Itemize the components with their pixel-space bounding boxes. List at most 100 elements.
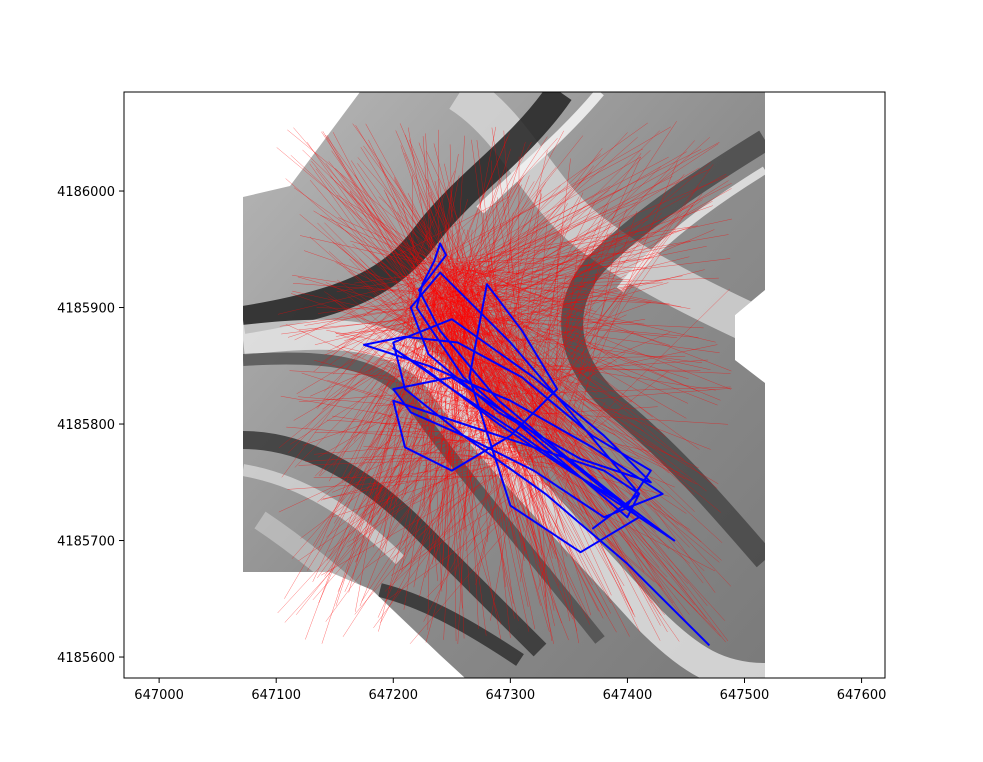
ray-line [444,167,700,317]
ray-line [330,268,465,365]
ray-line [363,236,437,309]
ray-line [491,127,538,432]
ray-line [469,175,525,266]
ray-line [385,469,569,602]
ray-line [457,201,638,271]
ray-line [433,143,487,347]
ray-line [325,163,470,358]
ray-line [537,457,574,590]
x-tick-label: 647000 [134,688,184,703]
ray-line [449,167,557,296]
ray-line [426,458,563,598]
ray-line [438,135,584,317]
ray-line [479,291,700,450]
ray-line [474,136,638,281]
ray-line [420,240,459,300]
y-tick-label: 4186000 [57,185,115,200]
ray-line [502,364,662,509]
ray-line [454,281,716,343]
ray-line [474,308,483,327]
ray-line [279,298,476,327]
ray-line [294,262,452,341]
ray-line [422,171,592,328]
ray-line [457,345,720,563]
ray-line [495,193,543,394]
ray-line [530,208,606,376]
ray-line [380,369,510,550]
ray-line [449,144,455,304]
ray-line [484,359,690,615]
ray-line [408,253,477,409]
ray-line [357,157,451,264]
ray-line [484,318,711,371]
ray-line [365,343,506,458]
ray-line [452,301,561,544]
ray-line [374,412,479,494]
ray-line [517,359,708,373]
ray-line [465,173,727,317]
y-tick-label: 4185800 [57,418,115,433]
ray-line [291,326,494,559]
y-tick-label: 4185600 [57,651,115,666]
ray-line [326,419,499,430]
ray-line [505,372,596,425]
ray-line [445,156,669,275]
ray-line [507,395,587,551]
y-axis: 4185600 4185700 4185800 4185900 4186000 [57,185,124,666]
ray-line [365,123,445,267]
ray-line [557,161,678,460]
ray-line [326,329,443,354]
ray-line [324,300,459,356]
ray-line [332,287,445,467]
x-tick-label: 647600 [837,688,887,703]
ray-line [518,407,688,591]
ray-line [460,126,497,309]
ray-line [394,424,520,581]
ray-line [409,462,564,644]
ray-line [416,126,672,276]
ray-line [469,351,653,604]
ray-line [327,379,520,439]
ray-line [417,308,445,390]
ray-line [437,311,569,641]
track-series [363,242,711,647]
ray-line [440,148,644,257]
ray-line [451,282,669,344]
ray-line [455,406,479,576]
ray-line [344,201,446,272]
ray-line [444,258,732,372]
ray-line [347,295,458,389]
ray-line [355,125,486,339]
ray-line [472,308,645,325]
ray-line [321,131,509,414]
ray-line [461,294,707,492]
ray-line [451,314,678,339]
ray-line [490,447,522,621]
ray-line [337,334,460,592]
ray-line [455,141,532,280]
ray-line [523,203,609,454]
ray-line [463,275,683,318]
ray-line [316,307,449,312]
ray-line [486,283,642,327]
ray-line [465,441,541,552]
ray-line [502,212,662,426]
ray-line [427,257,484,337]
ray-line [380,380,511,624]
ray-line [520,445,579,478]
ray-line [433,183,732,337]
ray-line [564,288,730,452]
ray-line [332,271,455,375]
ray-line [452,132,628,321]
ray-line [524,230,564,474]
ray-line [404,134,451,268]
x-tick-label: 647100 [251,688,301,703]
ray-line [318,270,446,477]
ray-line [465,301,536,630]
ray-line [411,292,705,572]
ray-line [467,176,673,283]
ray-line [296,304,448,395]
ray-line [381,347,515,388]
ray-line [445,291,684,461]
